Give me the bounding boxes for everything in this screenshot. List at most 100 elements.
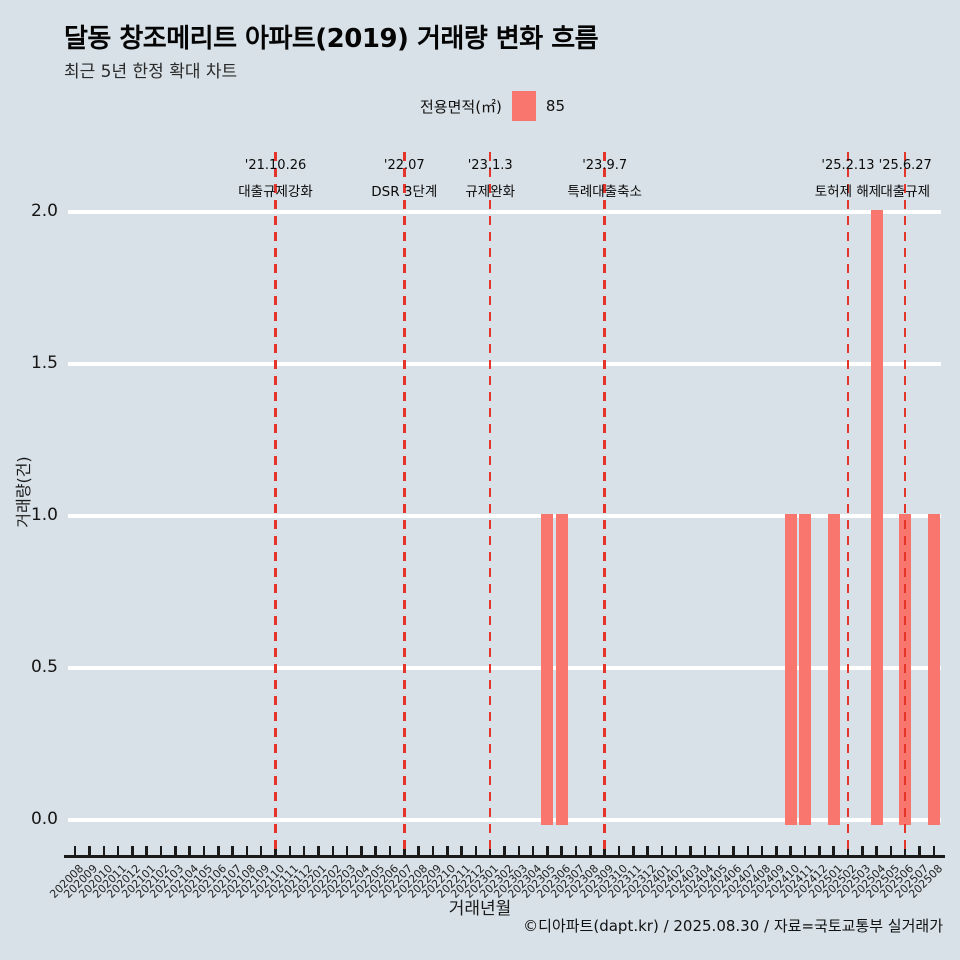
x-tick (918, 846, 921, 855)
x-tick (102, 846, 106, 855)
bar (784, 514, 797, 825)
x-tick (889, 846, 893, 855)
x-tick (703, 846, 707, 855)
x-tick (760, 846, 764, 855)
event-line (488, 152, 492, 853)
event-date: '25.2.13 (821, 158, 875, 173)
x-tick (460, 846, 463, 855)
x-tick (832, 846, 835, 855)
gridline (68, 666, 941, 670)
event-date: '22.07 (383, 158, 425, 173)
x-tick (217, 846, 220, 855)
x-tick (617, 846, 621, 855)
gridline (68, 514, 941, 518)
x-tick (417, 846, 420, 855)
bar (541, 514, 554, 825)
x-tick (245, 846, 249, 855)
x-tick (360, 846, 363, 855)
y-axis-title: 거래량(건) (14, 456, 33, 528)
event-line (903, 152, 907, 853)
x-tick (259, 846, 263, 855)
x-tick (717, 846, 721, 855)
x-tick (775, 846, 778, 855)
x-tick (317, 846, 320, 855)
event-label: DSR 3단계 (371, 184, 438, 200)
bar (555, 514, 568, 825)
x-tick (531, 846, 535, 855)
x-axis-line (64, 855, 945, 858)
x-tick (73, 846, 77, 855)
y-tick-label: 2.0 (30, 201, 58, 221)
event-date: '23.9.7 (582, 158, 628, 173)
event-label: 규제완화 (465, 184, 516, 200)
page-subtitle: 최근 5년 한정 확대 차트 (64, 62, 238, 82)
event-line (403, 152, 406, 853)
bar (870, 210, 883, 825)
x-tick (302, 846, 306, 855)
x-tick (789, 846, 792, 855)
x-tick (116, 846, 120, 855)
footer-credit: ©디아파트(dapt.kr) / 2025.08.30 / 자료=국토교통부 실… (523, 917, 943, 935)
event-line (603, 152, 606, 853)
x-tick (474, 846, 478, 855)
event-label: 대출규제 (880, 184, 931, 200)
x-axis-title: 거래년월 (448, 899, 512, 919)
x-tick (818, 846, 821, 855)
x-tick (88, 846, 91, 855)
x-tick (861, 846, 864, 855)
legend-swatch (511, 91, 536, 121)
x-tick (732, 846, 735, 855)
legend: 전용면적(㎡) 85 (420, 90, 565, 122)
x-tick (875, 846, 878, 855)
x-tick (560, 846, 563, 855)
bar (927, 514, 940, 825)
x-tick (188, 846, 191, 855)
gridline (68, 210, 941, 214)
event-line (846, 152, 850, 853)
x-tick (932, 846, 936, 855)
event-date: '21.10.26 (244, 158, 307, 173)
y-tick-label: 0.5 (30, 657, 58, 677)
legend-series-label: 85 (545, 97, 565, 115)
x-tick (202, 846, 206, 855)
x-tick (589, 846, 592, 855)
x-tick (632, 846, 635, 855)
x-tick (689, 846, 692, 855)
x-tick (374, 846, 377, 855)
event-label: 토허제 해제 (814, 184, 882, 200)
bar (827, 514, 840, 825)
x-tick (159, 846, 163, 855)
x-tick (503, 846, 506, 855)
gridline (68, 818, 941, 822)
x-tick (574, 846, 578, 855)
x-tick (646, 846, 649, 855)
bar (799, 514, 812, 825)
x-tick (660, 846, 664, 855)
x-tick (674, 846, 678, 855)
x-tick (174, 846, 177, 855)
x-tick (546, 846, 549, 855)
x-tick (131, 846, 134, 855)
x-tick (288, 846, 292, 855)
event-line (274, 152, 277, 853)
x-tick (746, 846, 750, 855)
x-tick (231, 846, 234, 855)
x-tick (446, 846, 449, 855)
x-tick (331, 846, 334, 855)
x-tick (431, 846, 435, 855)
gridline (68, 362, 941, 366)
event-label: 대출규제강화 (238, 184, 313, 200)
x-tick (145, 846, 148, 855)
x-tick (388, 846, 392, 855)
page-title: 달동 창조메리트 아파트(2019) 거래량 변화 흐름 (64, 24, 599, 54)
y-tick-label: 1.5 (30, 353, 58, 373)
x-tick (517, 846, 521, 855)
event-label: 특례대출축소 (567, 184, 642, 200)
x-tick (345, 846, 349, 855)
event-date: '25.6.27 (878, 158, 932, 173)
x-tick (803, 846, 807, 855)
y-tick-label: 0.0 (30, 809, 58, 829)
y-tick-label: 1.0 (30, 505, 58, 525)
event-date: '23.1.3 (467, 158, 513, 173)
legend-title: 전용면적(㎡) (420, 97, 502, 116)
